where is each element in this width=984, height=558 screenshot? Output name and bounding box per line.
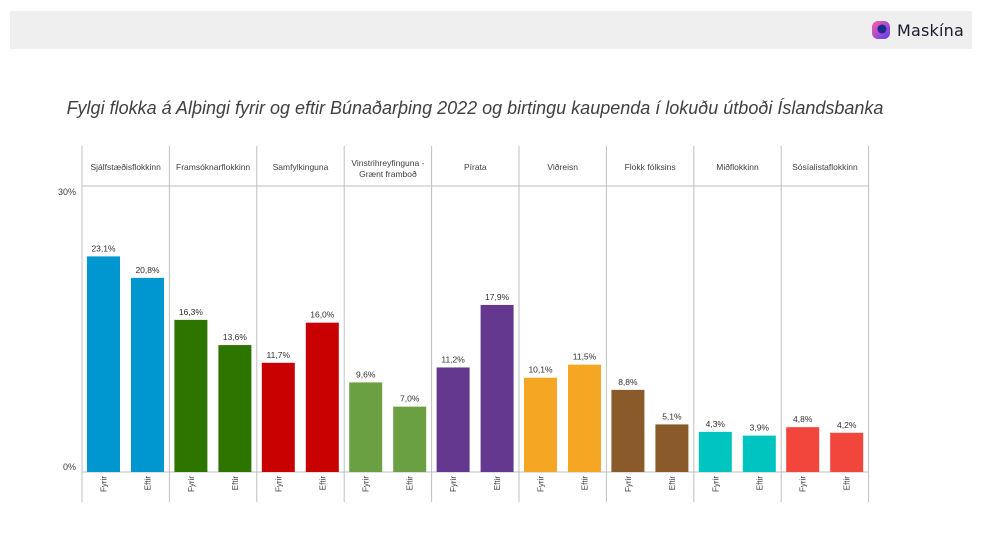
brand-name: Maskína [896, 20, 964, 40]
bar [218, 345, 252, 472]
data-label: 3,9% [750, 423, 770, 433]
bar [131, 277, 164, 472]
brand-logo: Maskína [871, 19, 964, 41]
bar-category-label: Eftir [144, 476, 153, 491]
y-tick-label: 0% [63, 462, 76, 472]
bar-category-label: Fyrir [274, 476, 283, 492]
data-label: 20,8% [135, 265, 160, 275]
maskina-logo-icon [871, 21, 890, 39]
group-label: Sósíalistaflokkinn [792, 162, 858, 172]
bar-category-label: Eftir [318, 476, 327, 491]
bar [742, 435, 776, 472]
bar [568, 364, 601, 472]
bar-category-label: Eftir [755, 476, 764, 491]
bar-category-label: Fyrir [362, 476, 371, 492]
group-label: Grænt framboð [359, 169, 417, 179]
data-label: 11,7% [267, 350, 291, 360]
group-label: Viðreisn [547, 162, 578, 172]
bar [261, 362, 295, 472]
y-tick-label: 30% [58, 187, 76, 197]
bar-category-label: Fyrir [799, 476, 808, 492]
data-label: 9,6% [356, 369, 376, 379]
group-label: Samfylkinguna [273, 162, 329, 172]
data-label: 8,8% [618, 377, 638, 387]
bar [436, 367, 470, 472]
bar-category-label: Eftir [668, 476, 677, 491]
bar-category-label: Eftir [581, 476, 590, 491]
data-label: 13,6% [223, 332, 248, 342]
data-label: 4,3% [706, 419, 726, 429]
data-label: 16,0% [310, 310, 335, 320]
bar [87, 256, 120, 472]
data-label: 10,1% [528, 365, 553, 375]
bar [480, 304, 514, 472]
bar-category-label: Fyrir [100, 476, 109, 492]
data-label: 16,3% [179, 307, 204, 317]
bar-category-label: Fyrir [711, 476, 720, 492]
group-label: Vinstrihreyfinguna - [351, 158, 424, 168]
data-label: 4,8% [793, 414, 813, 424]
chart-title: Fylgi flokka á Alþingi fyrir og eftir Bú… [66, 98, 884, 118]
bar [524, 377, 557, 472]
bar-category-label: Fyrir [624, 476, 633, 492]
bar [786, 427, 820, 472]
group-label: Pírata [464, 162, 487, 172]
group-label: Miðflokkinn [716, 162, 759, 172]
data-label: 5,1% [662, 411, 682, 421]
bar [655, 424, 689, 472]
bar [611, 389, 645, 472]
bar [349, 382, 383, 472]
data-label: 7,0% [400, 394, 420, 404]
data-label: 11,2% [441, 354, 465, 364]
group-label: Framsóknarflokkinn [176, 162, 250, 172]
data-label: 4,2% [837, 420, 857, 430]
bar-category-label: Fyrir [449, 476, 458, 492]
bar [305, 322, 339, 472]
bar [830, 432, 864, 472]
bar-category-label: Eftir [493, 476, 502, 491]
bar [393, 406, 427, 472]
bar-category-label: Fyrir [187, 476, 196, 492]
bar-category-label: Fyrir [537, 476, 546, 492]
data-label: 23,1% [91, 243, 116, 253]
bar [174, 319, 208, 472]
data-label: 11,5% [573, 352, 597, 362]
data-label: 17,9% [485, 292, 510, 302]
bar-category-label: Eftir [843, 476, 852, 491]
group-label: Sjálfstæðisflokkinn [91, 162, 162, 172]
top-bar: Maskína [10, 11, 972, 49]
group-label: Flokk fólksins [625, 162, 676, 172]
bar-category-label: Eftir [406, 476, 415, 491]
bar [698, 431, 732, 472]
bar-category-label: Eftir [231, 476, 240, 491]
